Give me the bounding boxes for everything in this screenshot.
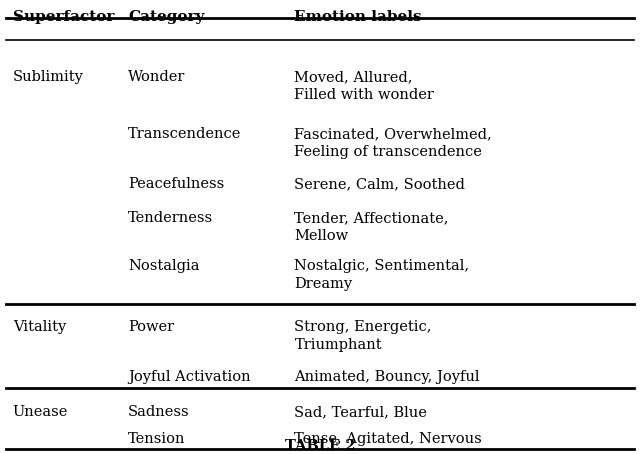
Text: Transcendence: Transcendence <box>128 127 241 141</box>
Text: Fascinated, Overwhelmed,
Feeling of transcendence: Fascinated, Overwhelmed, Feeling of tran… <box>294 127 492 159</box>
Text: Tenderness: Tenderness <box>128 211 213 225</box>
Text: Tender, Affectionate,
Mellow: Tender, Affectionate, Mellow <box>294 211 449 243</box>
Text: Tension: Tension <box>128 432 186 446</box>
Text: Unease: Unease <box>13 405 68 419</box>
Text: Tense, Agitated, Nervous: Tense, Agitated, Nervous <box>294 432 482 446</box>
Text: Nostalgia: Nostalgia <box>128 259 200 273</box>
Text: Superfactor: Superfactor <box>13 10 114 24</box>
Text: TABLE 2: TABLE 2 <box>285 439 355 453</box>
Text: Power: Power <box>128 320 174 334</box>
Text: Sublimity: Sublimity <box>13 70 84 84</box>
Text: Animated, Bouncy, Joyful: Animated, Bouncy, Joyful <box>294 370 480 384</box>
Text: Peacefulness: Peacefulness <box>128 177 224 191</box>
Text: Wonder: Wonder <box>128 70 186 84</box>
Text: Sadness: Sadness <box>128 405 189 419</box>
Text: Emotion labels: Emotion labels <box>294 10 422 24</box>
Text: Nostalgic, Sentimental,
Dreamy: Nostalgic, Sentimental, Dreamy <box>294 259 470 291</box>
Text: Sad, Tearful, Blue: Sad, Tearful, Blue <box>294 405 428 419</box>
Text: Moved, Allured,
Filled with wonder: Moved, Allured, Filled with wonder <box>294 70 435 102</box>
Text: Strong, Energetic,
Triumphant: Strong, Energetic, Triumphant <box>294 320 432 352</box>
Text: Vitality: Vitality <box>13 320 66 334</box>
Text: Category: Category <box>128 10 204 24</box>
Text: Joyful Activation: Joyful Activation <box>128 370 251 384</box>
Text: Serene, Calm, Soothed: Serene, Calm, Soothed <box>294 177 465 191</box>
